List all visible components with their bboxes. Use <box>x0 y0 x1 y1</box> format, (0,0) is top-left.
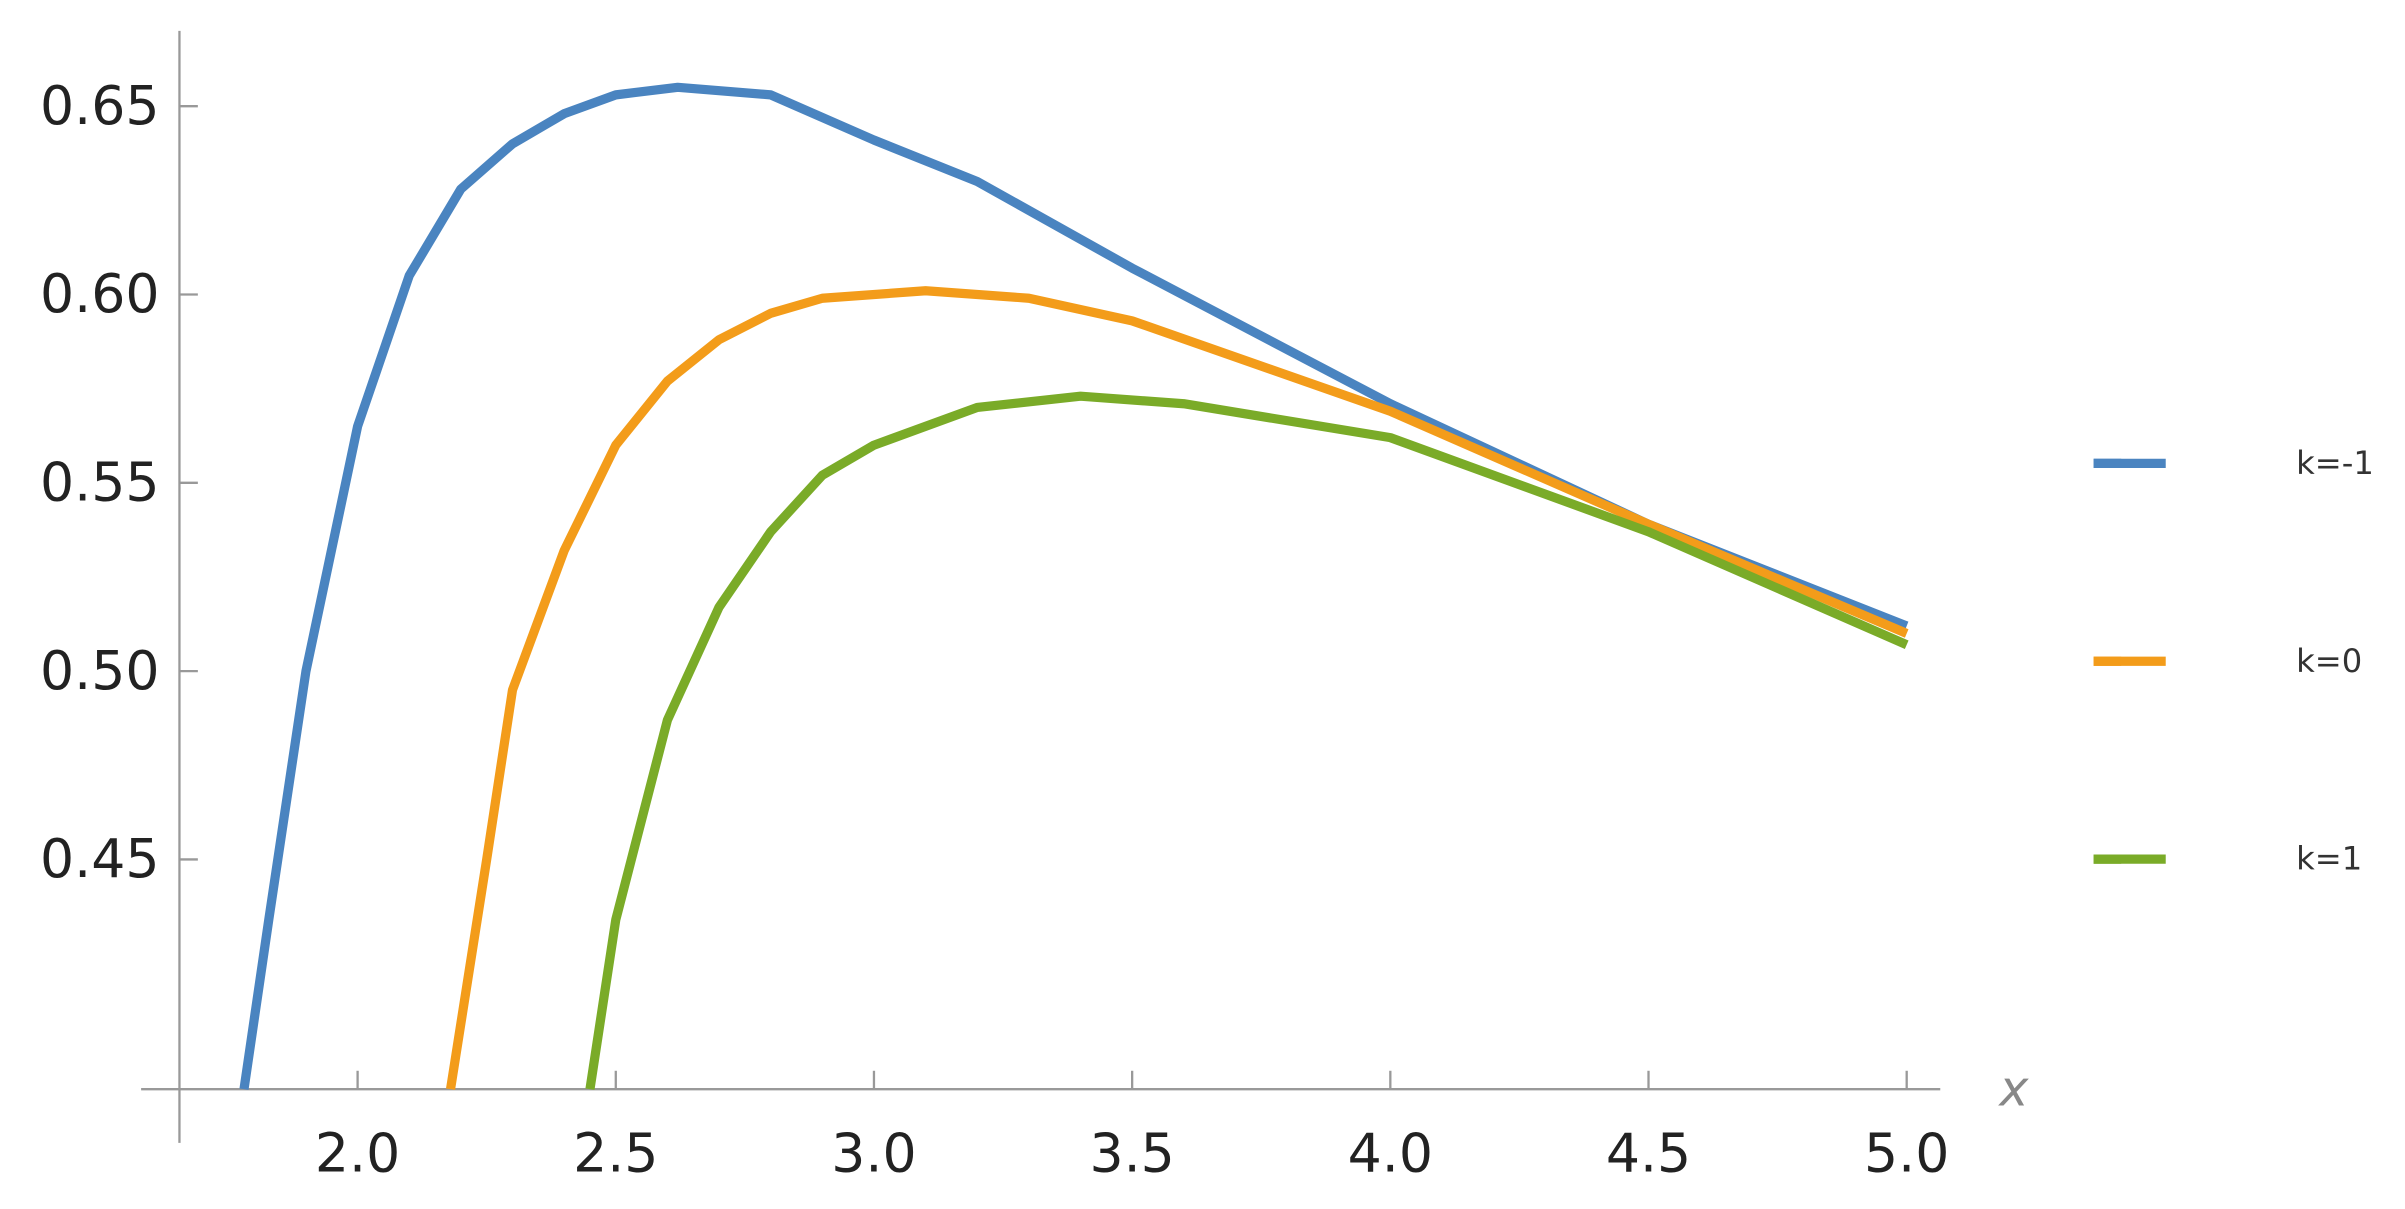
x-tick-label: 4.5 <box>1606 1121 1691 1184</box>
x-axis-label: x <box>1997 1060 2029 1118</box>
legend-label: k=1 <box>2296 840 2362 878</box>
x-tick-label: 2.5 <box>573 1121 658 1184</box>
y-tick-label: 0.45 <box>40 827 160 890</box>
y-tick-label: 0.60 <box>40 262 160 325</box>
series-line <box>585 391 1909 1090</box>
legend-label: k=0 <box>2296 642 2362 680</box>
x-tick-label: 4.0 <box>1348 1121 1433 1184</box>
y-tick-label: 0.55 <box>40 451 160 514</box>
series-line <box>445 286 1909 1090</box>
x-tick-label: 5.0 <box>1864 1121 1949 1184</box>
x-tick-label: 2.0 <box>315 1121 400 1184</box>
y-tick-label: 0.50 <box>40 639 160 702</box>
series-line <box>239 82 1909 1090</box>
x-tick-label: 3.0 <box>831 1121 916 1184</box>
legend-label: k=-1 <box>2296 444 2374 482</box>
y-tick-label: 0.65 <box>40 74 160 137</box>
x-tick-label: 3.5 <box>1089 1121 1174 1184</box>
